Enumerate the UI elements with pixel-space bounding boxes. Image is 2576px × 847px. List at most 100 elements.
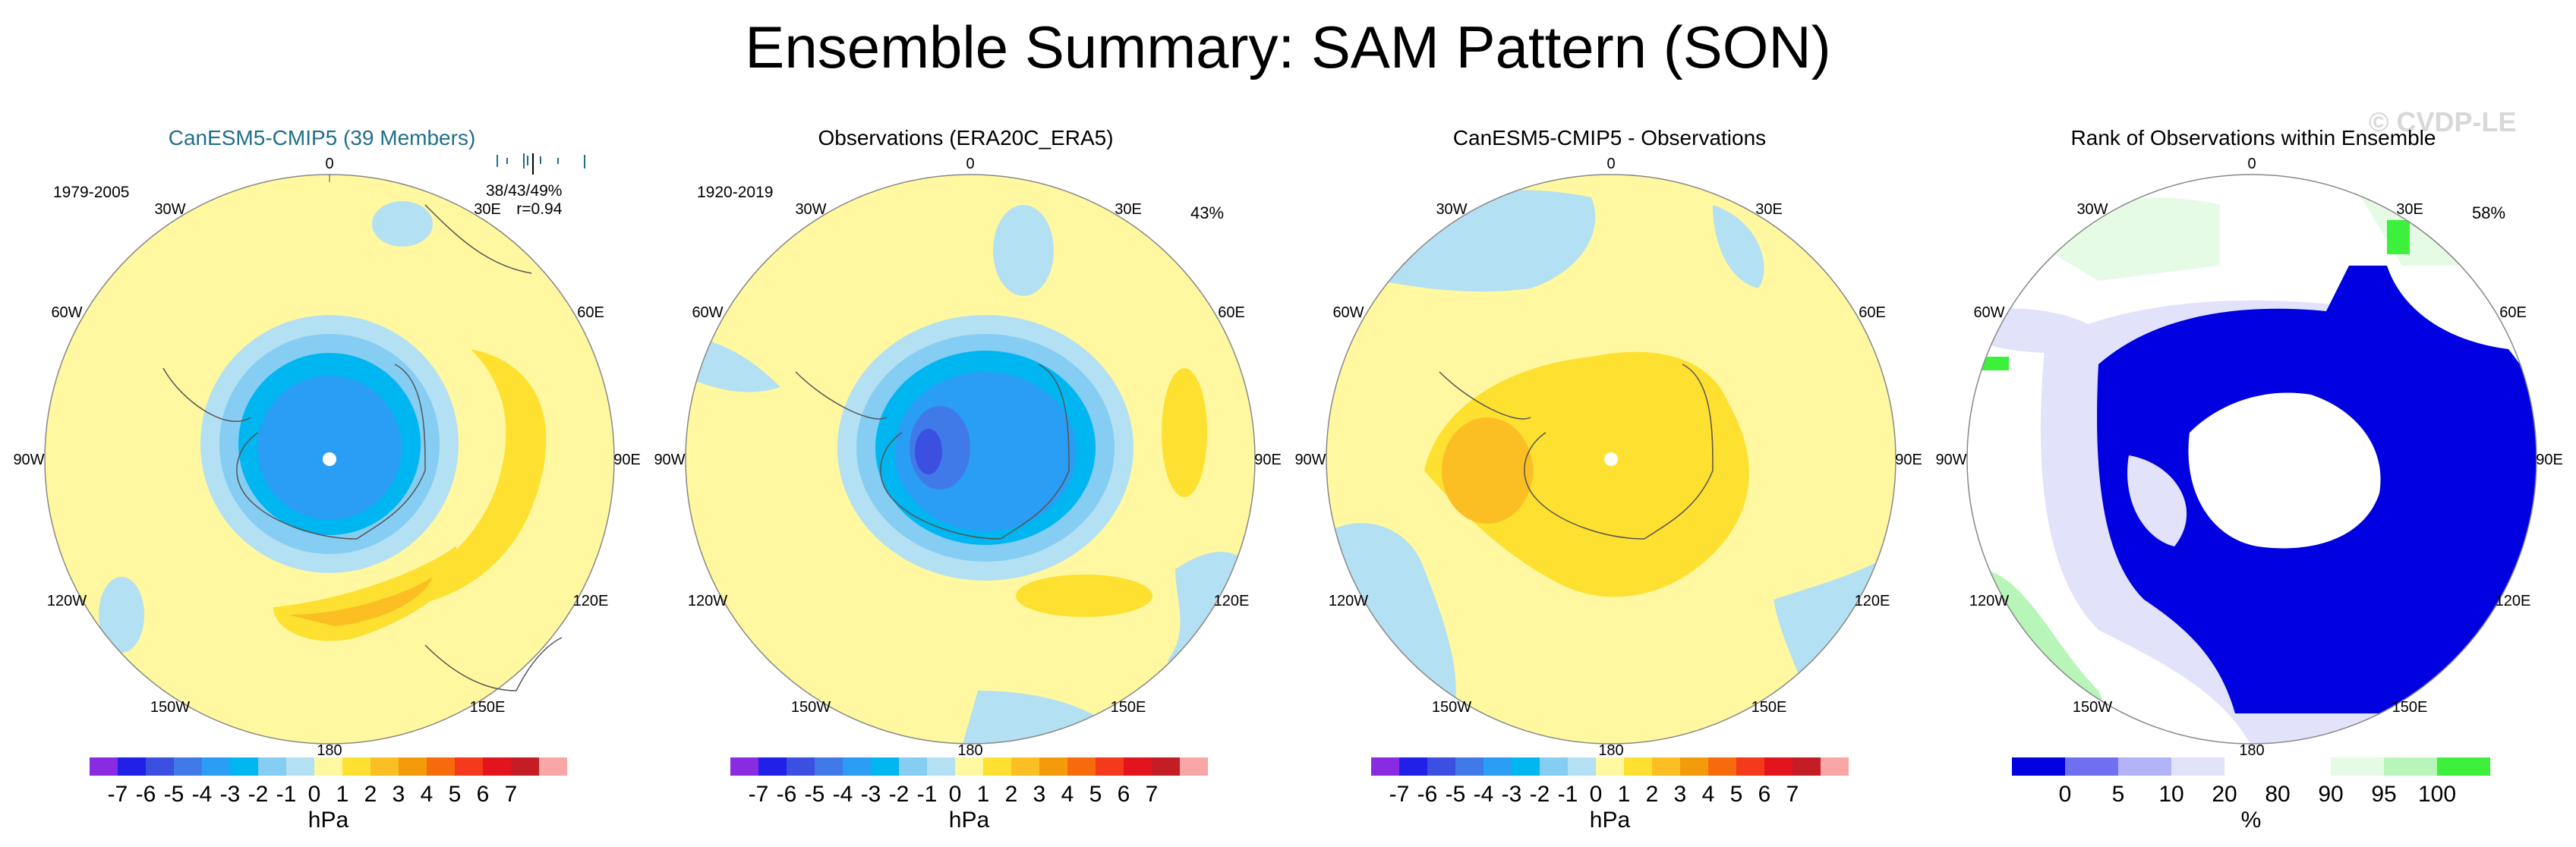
colorbar-tick: 0: [1589, 782, 1603, 807]
polar-map: 0 30E 60E 90E 120E 150E 180 150W 120W 90…: [1294, 156, 1922, 759]
lon-label: 60W: [1332, 304, 1364, 321]
lon-label: 180: [2239, 742, 2264, 759]
colorbar-swatch: [2171, 757, 2224, 776]
colorbar-tick: -7: [1389, 782, 1410, 807]
colorbar-tick: -5: [804, 782, 825, 807]
colorbar-swatch: [1011, 757, 1039, 776]
colorbar-swatch: [1512, 757, 1540, 776]
lon-label: 120W: [1969, 593, 2009, 609]
colorbar-swatch: [1455, 757, 1483, 776]
colorbar-tick: -4: [191, 782, 213, 807]
longitude-labels: 0 30E 60E 90E 120E 150E 180 150W 120W 90…: [13, 156, 640, 759]
lon-label: 90E: [1895, 452, 1922, 468]
colorbar-swatch: [1652, 757, 1680, 776]
lon-label: 180: [1598, 742, 1623, 759]
colorbar-swatch: [1568, 757, 1596, 776]
colorbar-tick: 20: [2212, 782, 2237, 807]
lon-label: 120E: [1855, 593, 1890, 609]
lon-label: 180: [317, 742, 342, 759]
colorbar-swatch: [511, 757, 539, 776]
colorbar-swatch: [1708, 757, 1736, 776]
colorbar-swatch: [1124, 757, 1152, 776]
lon-label: 60W: [1973, 304, 2004, 321]
colorbar-swatch: [1764, 757, 1792, 776]
colorbar-tick: -2: [248, 782, 269, 807]
lon-label: 120W: [688, 593, 727, 609]
lon-label: 150E: [470, 699, 506, 716]
colorbar-tick: 5: [2111, 782, 2125, 807]
colorbar-tick: 3: [1033, 782, 1046, 807]
stats-correlation: r=0.94: [516, 200, 563, 218]
colorbar-swatch: [2437, 757, 2490, 776]
ensemble-spread-ticks: [497, 153, 585, 175]
colorbar-tick: 7: [1145, 782, 1159, 807]
colorbar-swatch: [1096, 757, 1124, 776]
panel-model: CanESM5-CMIP5 (39 Members) 1979-2005 0 3…: [0, 114, 644, 842]
colorbar-tick: -3: [860, 782, 881, 807]
lon-label: 150E: [1751, 699, 1787, 716]
lon-label: 150W: [791, 699, 831, 716]
colorbar-swatch: [202, 757, 230, 776]
colorbar-tick: 100: [2417, 782, 2457, 807]
panel-title: Observations (ERA20C_ERA5): [818, 126, 1114, 150]
colorbar-tick: 10: [2158, 782, 2184, 807]
colorbar-tick: 0: [307, 782, 321, 807]
lon-label: 150W: [1432, 699, 1471, 716]
colorbar-tick: -1: [916, 782, 938, 807]
colorbar-swatch: [2224, 757, 2278, 776]
colorbar-swatch: [90, 757, 118, 776]
lon-label: 60E: [1218, 304, 1245, 321]
panel-rank: Rank of Observations within Ensemble 58%…: [1931, 114, 2575, 842]
colorbar-swatch: [174, 757, 202, 776]
colorbar-swatch: [483, 757, 511, 776]
lon-label: 150W: [2073, 699, 2112, 716]
colorbar-swatch: [455, 757, 483, 776]
colorbar-swatch: [871, 757, 899, 776]
colorbar-units: hPa: [307, 808, 349, 833]
colorbar-swatch: [258, 757, 286, 776]
colorbar-swatch: [899, 757, 927, 776]
panel-difference: CanESM5-CMIP5 - Observations 0 30E 60E 9…: [1288, 114, 1931, 842]
colorbar-tick: -6: [135, 782, 156, 807]
colorbar-swatch: [342, 757, 370, 776]
lon-label: 0: [1606, 156, 1615, 172]
lon-label: 180: [957, 742, 982, 759]
colorbar-tick: -1: [1557, 782, 1578, 807]
colorbar-swatch: [1821, 757, 1849, 776]
colorbar-units: hPa: [1589, 808, 1631, 833]
lon-label: 120E: [2496, 593, 2531, 609]
lon-label: 30W: [154, 201, 185, 218]
lon-label: 120W: [47, 593, 87, 609]
colorbar-tick: 4: [420, 782, 434, 807]
colorbar-tick: 95: [2371, 782, 2397, 807]
colorbar-swatch: [230, 757, 258, 776]
longitude-labels: 0 30E 60E 90E 120E 150E 180 150W 120W 90…: [654, 156, 1281, 759]
colorbar-swatch: [118, 757, 146, 776]
colorbar-tick: 2: [1004, 782, 1018, 807]
lon-label: 60E: [1859, 304, 1886, 321]
lon-label: 30E: [474, 201, 501, 218]
lon-label: 0: [966, 156, 974, 172]
panel-title: CanESM5-CMIP5 - Observations: [1452, 126, 1767, 150]
colorbar-tick: -3: [219, 782, 241, 807]
lon-label: 90W: [1294, 452, 1326, 468]
polar-map: 0 30E 60E 90E 120E 150E 180 150W 120W 90…: [13, 153, 641, 759]
lon-label: 150E: [2392, 699, 2428, 716]
colorbar-tick: 7: [504, 782, 518, 807]
colorbar-tick: 2: [1645, 782, 1659, 807]
lon-label: 120E: [1214, 593, 1250, 609]
colorbar-swatch: [1483, 757, 1512, 776]
watermark: © CVDP-LE: [2369, 106, 2517, 137]
lon-label: 30E: [1755, 201, 1783, 218]
colorbar-swatch: [1680, 757, 1708, 776]
colorbar-swatch: [427, 757, 455, 776]
colorbar-swatch: [2065, 757, 2118, 776]
lon-label: 90E: [1254, 452, 1282, 468]
colorbar-swatch: [758, 757, 787, 776]
colorbar-swatch: [1399, 757, 1427, 776]
colorbar-swatch: [370, 757, 399, 776]
colorbar-swatch: [1792, 757, 1821, 776]
stats-block: 38/43/49% r=0.94: [486, 182, 562, 219]
colorbar-swatch: [1624, 757, 1652, 776]
colorbar-swatch: [1427, 757, 1455, 776]
